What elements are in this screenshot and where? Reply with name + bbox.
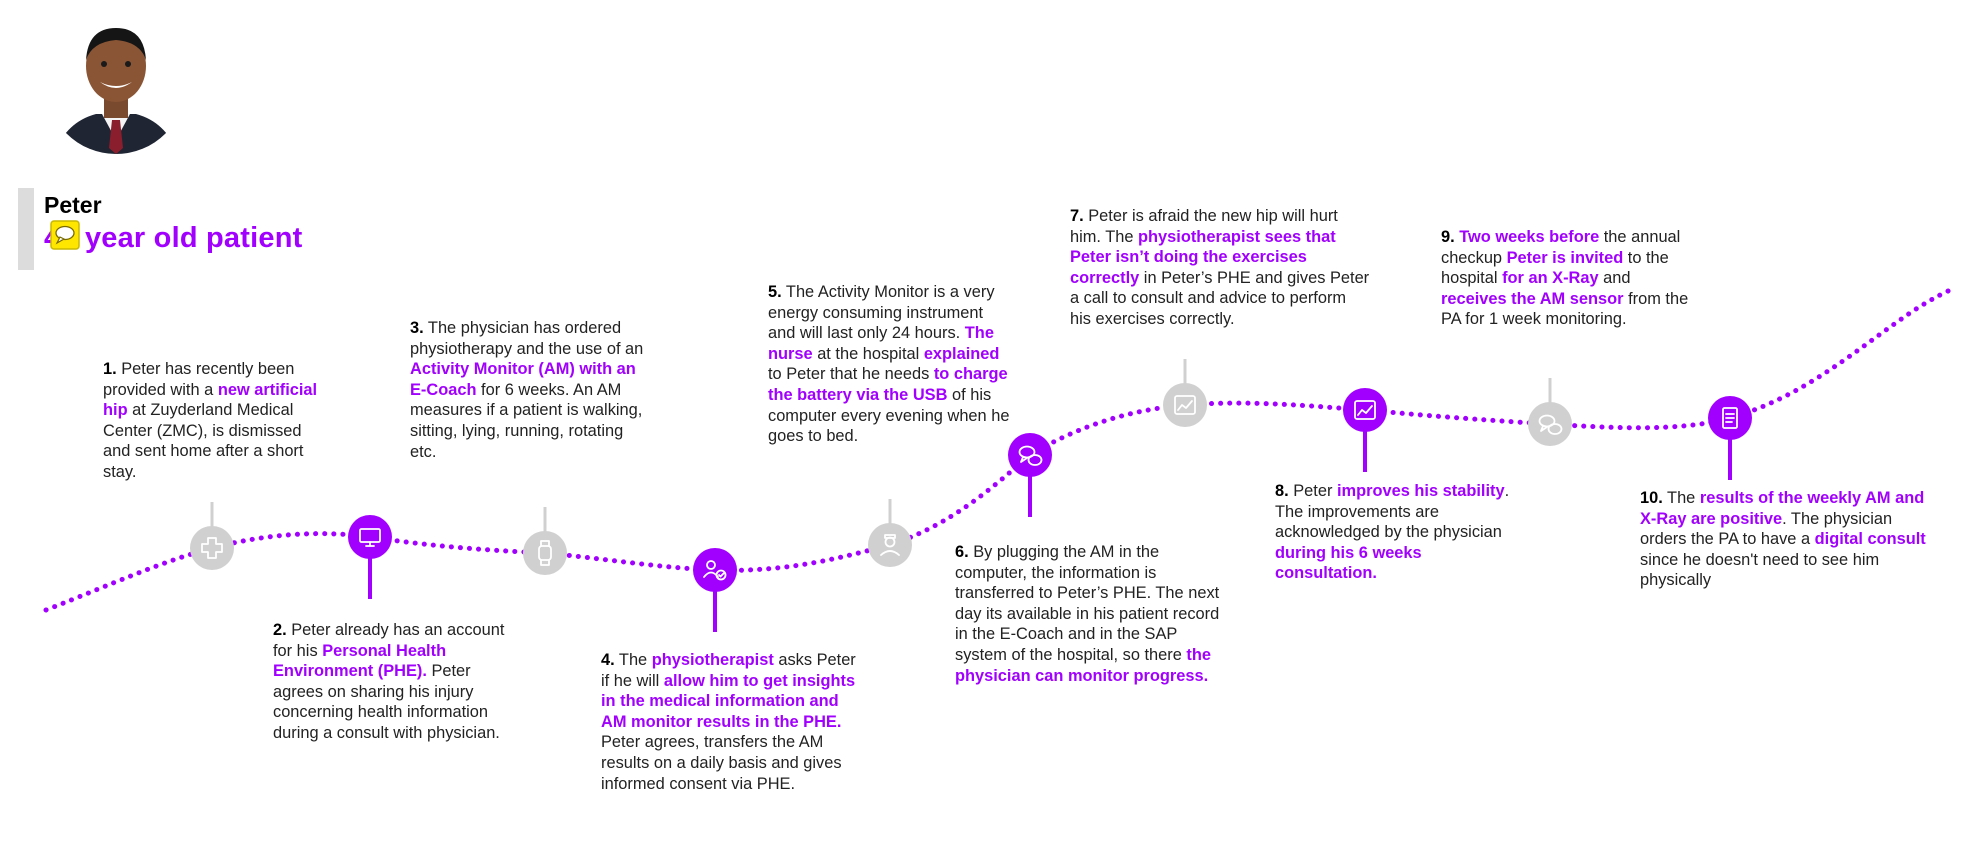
checklist-icon <box>1722 407 1738 429</box>
step-text: . The physician orders the PA to have a <box>1640 509 1893 549</box>
step-highlight: Personal Health Environment (PHE). <box>273 641 447 681</box>
step-number: 4. <box>601 651 615 669</box>
step-highlight: Activity Monitor (AM) with an E-Coach <box>410 360 636 399</box>
step-text: The physician has ordered physiotherapy … <box>410 319 644 358</box>
step-text: the annual checkup <box>1441 228 1681 267</box>
marker-circle <box>1163 383 1207 427</box>
step-text: Peter <box>1288 482 1337 500</box>
marker-circle <box>693 548 737 592</box>
step-highlight: physiotherapist sees that Peter isn’t do… <box>1070 227 1336 287</box>
step-highlight: digital consult <box>1814 530 1926 549</box>
step-text: Peter already has an account for his <box>273 621 505 660</box>
marker-step-5[interactable] <box>868 499 912 567</box>
step-highlight: during his 6 weeks consultation. <box>1275 543 1422 583</box>
step-highlight: Peter is invited <box>1506 248 1624 267</box>
persona-accent-bar <box>18 188 34 270</box>
step-highlight: Two weeks before <box>1459 228 1600 246</box>
step-text: of his computer every evening when he go… <box>768 385 1010 446</box>
marker-step-6[interactable] <box>1008 433 1052 517</box>
step-text: to Peter that he needs <box>768 365 934 384</box>
smartwatch-icon <box>538 540 552 566</box>
step-number: 7. <box>1070 207 1084 225</box>
marker-step-9[interactable] <box>1528 378 1572 446</box>
step-number: 10. <box>1640 489 1663 507</box>
step-text: asks Peter if he will <box>601 651 856 690</box>
step-text: to the hospital <box>1441 248 1669 288</box>
marker-step-4[interactable] <box>693 548 737 632</box>
step-highlight: new artificial hip <box>103 380 318 420</box>
step-text: The Activity Monitor is a very energy co… <box>768 283 995 343</box>
step-number: 8. <box>1275 482 1289 500</box>
marker-step-8[interactable] <box>1343 388 1387 472</box>
marker-circle <box>190 526 234 570</box>
step-1: 1. Peter has recently been provided with… <box>103 359 323 483</box>
marker-circle <box>523 531 567 575</box>
step-highlight: explained <box>923 344 1000 363</box>
step-highlight: allow him to get insights in the medical… <box>601 671 856 731</box>
step-text: Peter agrees on sharing his injury conce… <box>273 662 500 742</box>
step-5: 5. The Activity Monitor is a very energy… <box>768 282 1013 447</box>
step-number: 6. <box>955 543 969 561</box>
monitor-icon <box>359 528 381 547</box>
step-text: Peter is afraid the new hip will hurt hi… <box>1070 207 1338 246</box>
step-number: 9. <box>1441 228 1455 246</box>
marker-step-10[interactable] <box>1708 396 1752 480</box>
step-7: 7. Peter is afraid the new hip will hurt… <box>1070 206 1370 330</box>
step-highlight: The nurse <box>768 324 994 363</box>
step-highlight: physiotherapist <box>651 651 774 669</box>
marker-step-2[interactable] <box>348 515 392 599</box>
step-highlight: results of the weekly AM and X-Ray are p… <box>1640 489 1925 528</box>
step-8: 8. Peter improves his stability. The imp… <box>1275 481 1525 584</box>
step-text: . The improvements are acknowledged by t… <box>1275 482 1510 542</box>
persona-subtitle: 45 year old patient <box>44 222 302 255</box>
step-number: 1. <box>103 360 117 378</box>
step-text: The <box>1662 489 1700 507</box>
step-text: The <box>614 651 652 669</box>
step-3: 3. The physician has ordered physiothera… <box>410 318 650 462</box>
step-number: 3. <box>410 319 424 337</box>
marker-circle <box>1528 402 1572 446</box>
step-text: from the PA for 1 week monitoring. <box>1441 289 1689 329</box>
step-highlight: for an X-Ray <box>1502 269 1599 288</box>
step-6: 6. By plugging the AM in the computer, t… <box>955 542 1220 686</box>
step-2: 2. Peter already has an account for his … <box>273 620 518 744</box>
step-4: 4. The physiotherapist asks Peter if he … <box>601 650 863 794</box>
users-check-icon <box>703 560 727 581</box>
marker-step-3[interactable] <box>523 507 567 575</box>
persona-subtitle-text: year old patient <box>84 222 303 254</box>
step-text: and <box>1598 269 1631 288</box>
avatar <box>46 14 186 154</box>
comment-icon[interactable] <box>50 220 80 250</box>
marker-circle <box>348 515 392 559</box>
marker-step-7[interactable] <box>1163 359 1207 427</box>
marker-circle <box>1343 388 1387 432</box>
step-text: Peter agrees, transfers the AM results o… <box>601 733 842 793</box>
chart-icon <box>1174 395 1196 415</box>
step-9: 9. Two weeks before the annual checkup P… <box>1441 227 1691 330</box>
step-text: at the hospital <box>812 344 924 363</box>
chat-bubbles-icon <box>1018 445 1043 466</box>
step-text: for 6 weeks. An AM measures if a patient… <box>410 380 643 461</box>
step-10: 10. The results of the weekly AM and X-R… <box>1640 488 1930 591</box>
persona-name: Peter <box>44 192 102 218</box>
step-highlight: the physician can monitor progress. <box>955 645 1211 685</box>
medical-cross-icon <box>201 537 223 559</box>
step-text: By plugging the AM in the computer, the … <box>955 543 1220 664</box>
step-text: at Zuyderland Medical Center (ZMC), is d… <box>103 401 304 481</box>
step-highlight: improves his stability <box>1336 482 1505 500</box>
step-number: 5. <box>768 283 782 301</box>
marker-step-1[interactable] <box>190 502 234 570</box>
step-text: in Peter’s PHE and gives Peter a call to… <box>1070 268 1370 328</box>
chat-bubbles-icon <box>1538 414 1563 435</box>
marker-circle <box>868 523 912 567</box>
step-highlight: receives the AM sensor <box>1441 289 1624 308</box>
step-highlight: to charge the battery via the USB <box>768 365 1008 404</box>
step-number: 2. <box>273 621 287 639</box>
step-text: since he doesn't need to see him physica… <box>1640 550 1880 590</box>
step-text: Peter has recently been provided with a <box>103 360 295 399</box>
nurse-icon <box>880 534 900 556</box>
chart-icon <box>1354 400 1376 420</box>
marker-circle <box>1008 433 1052 477</box>
